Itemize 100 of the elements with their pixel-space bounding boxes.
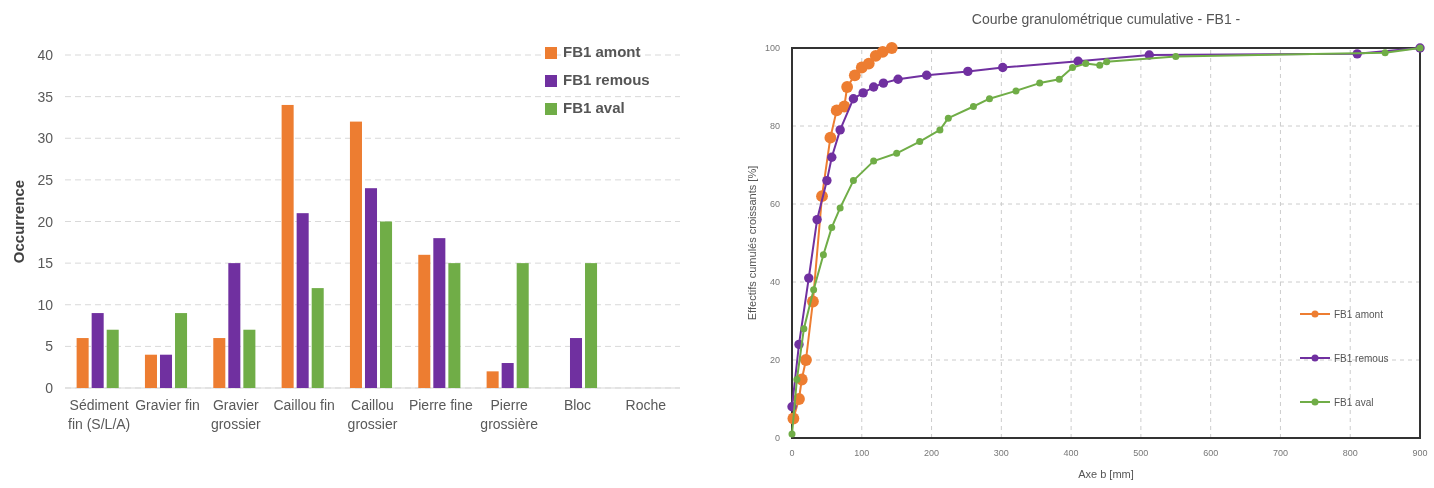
point (1069, 64, 1077, 71)
point (827, 152, 837, 162)
y-tick-label: 0 (45, 380, 54, 396)
legend-label: FB1 aval (563, 99, 625, 116)
y-tick-label: 40 (769, 277, 780, 287)
x-tick-label: Caillou grossier (347, 397, 398, 432)
point (804, 273, 814, 283)
point (868, 82, 879, 92)
point (1082, 60, 1090, 68)
point (1012, 87, 1020, 95)
point (841, 81, 854, 93)
point (848, 94, 859, 104)
x-tick-label: Bloc (563, 397, 592, 413)
legend-label: FB1 remous (563, 71, 650, 88)
x-tick-label: 600 (1203, 448, 1219, 458)
x-tick-label: 100 (854, 448, 870, 458)
x-tick-label: 300 (993, 448, 1009, 458)
point (862, 57, 875, 70)
point (998, 62, 1008, 73)
bar (311, 288, 324, 388)
y-tick-label: 80 (769, 121, 780, 131)
x-tick-label: Gravier fin (135, 397, 200, 413)
point (793, 376, 801, 383)
x-tick-label: 900 (1412, 448, 1428, 458)
point (878, 78, 889, 88)
point (828, 223, 836, 231)
x-axis-title: Axe b [mm] (1078, 468, 1134, 480)
legend-label: FB1 amont (563, 43, 641, 60)
point (870, 157, 878, 165)
bar (433, 238, 446, 388)
point (838, 100, 851, 113)
y-axis-title: Effectifs cumulés croissants [%] (746, 165, 758, 321)
bar (501, 363, 514, 388)
point (836, 204, 844, 212)
bar (159, 354, 173, 388)
point (819, 251, 827, 259)
x-tick-label: Caillou fin (273, 397, 335, 413)
point (824, 131, 837, 144)
point (1381, 49, 1389, 57)
bar (418, 254, 431, 388)
chart-title: Courbe granulométrique cumulative - FB1 - (971, 11, 1241, 27)
bar (91, 313, 104, 388)
y-tick-label: 5 (45, 338, 54, 355)
legend-label: FB1 aval (1334, 397, 1374, 408)
point (916, 138, 924, 146)
point (885, 42, 898, 54)
x-tick-label: Pierre fine (408, 397, 473, 413)
x-tick-label: Pierre grossière (480, 397, 539, 432)
bar (516, 263, 529, 388)
legend-label: FB1 amont (1334, 309, 1384, 320)
y-tick-label: 60 (769, 199, 780, 209)
point (936, 126, 944, 134)
bar (175, 313, 188, 388)
y-tick-label: 15 (37, 255, 54, 272)
x-tick-label: 800 (1342, 448, 1358, 458)
point (800, 354, 812, 366)
y-tick-label: 20 (37, 213, 54, 230)
bar (106, 329, 119, 388)
y-tick-label: 30 (37, 130, 54, 147)
bar (486, 371, 499, 388)
bar (144, 354, 157, 388)
bar (380, 221, 393, 388)
point (944, 114, 952, 122)
bar (243, 329, 256, 388)
y-tick-label: 35 (37, 88, 54, 105)
point (1055, 75, 1063, 83)
y-tick-label: 10 (37, 296, 54, 313)
y-tick-label: 100 (764, 43, 780, 53)
x-tick-label: Sédiment fin (S/L/A) (68, 397, 131, 432)
y-tick-label: 0 (774, 433, 780, 443)
bar (281, 104, 294, 388)
point (858, 88, 868, 98)
bar (349, 121, 362, 388)
point (812, 214, 822, 225)
bar (228, 263, 241, 388)
x-tick-label: Gravier grossier (210, 397, 262, 432)
y-tick-label: 25 (37, 171, 54, 188)
point (800, 325, 808, 333)
x-tick-label: 0 (789, 448, 795, 458)
point (1036, 79, 1044, 87)
x-tick-label: 400 (1063, 448, 1079, 458)
point (1103, 58, 1111, 66)
point (876, 46, 889, 58)
y-axis-title: Occurrence (10, 179, 27, 264)
point (849, 177, 857, 185)
point (893, 74, 903, 84)
legend-label: FB1 remous (1334, 353, 1389, 364)
point (822, 175, 832, 186)
bar (364, 188, 378, 388)
point (848, 69, 861, 82)
point (1172, 53, 1180, 61)
bar (569, 338, 583, 388)
point (1096, 61, 1104, 69)
bar (296, 213, 309, 388)
point (788, 430, 796, 438)
x-tick-label: 700 (1272, 448, 1288, 458)
point (893, 149, 901, 157)
x-tick-label: Roche (625, 397, 667, 413)
bar (76, 338, 89, 388)
point (969, 103, 977, 110)
